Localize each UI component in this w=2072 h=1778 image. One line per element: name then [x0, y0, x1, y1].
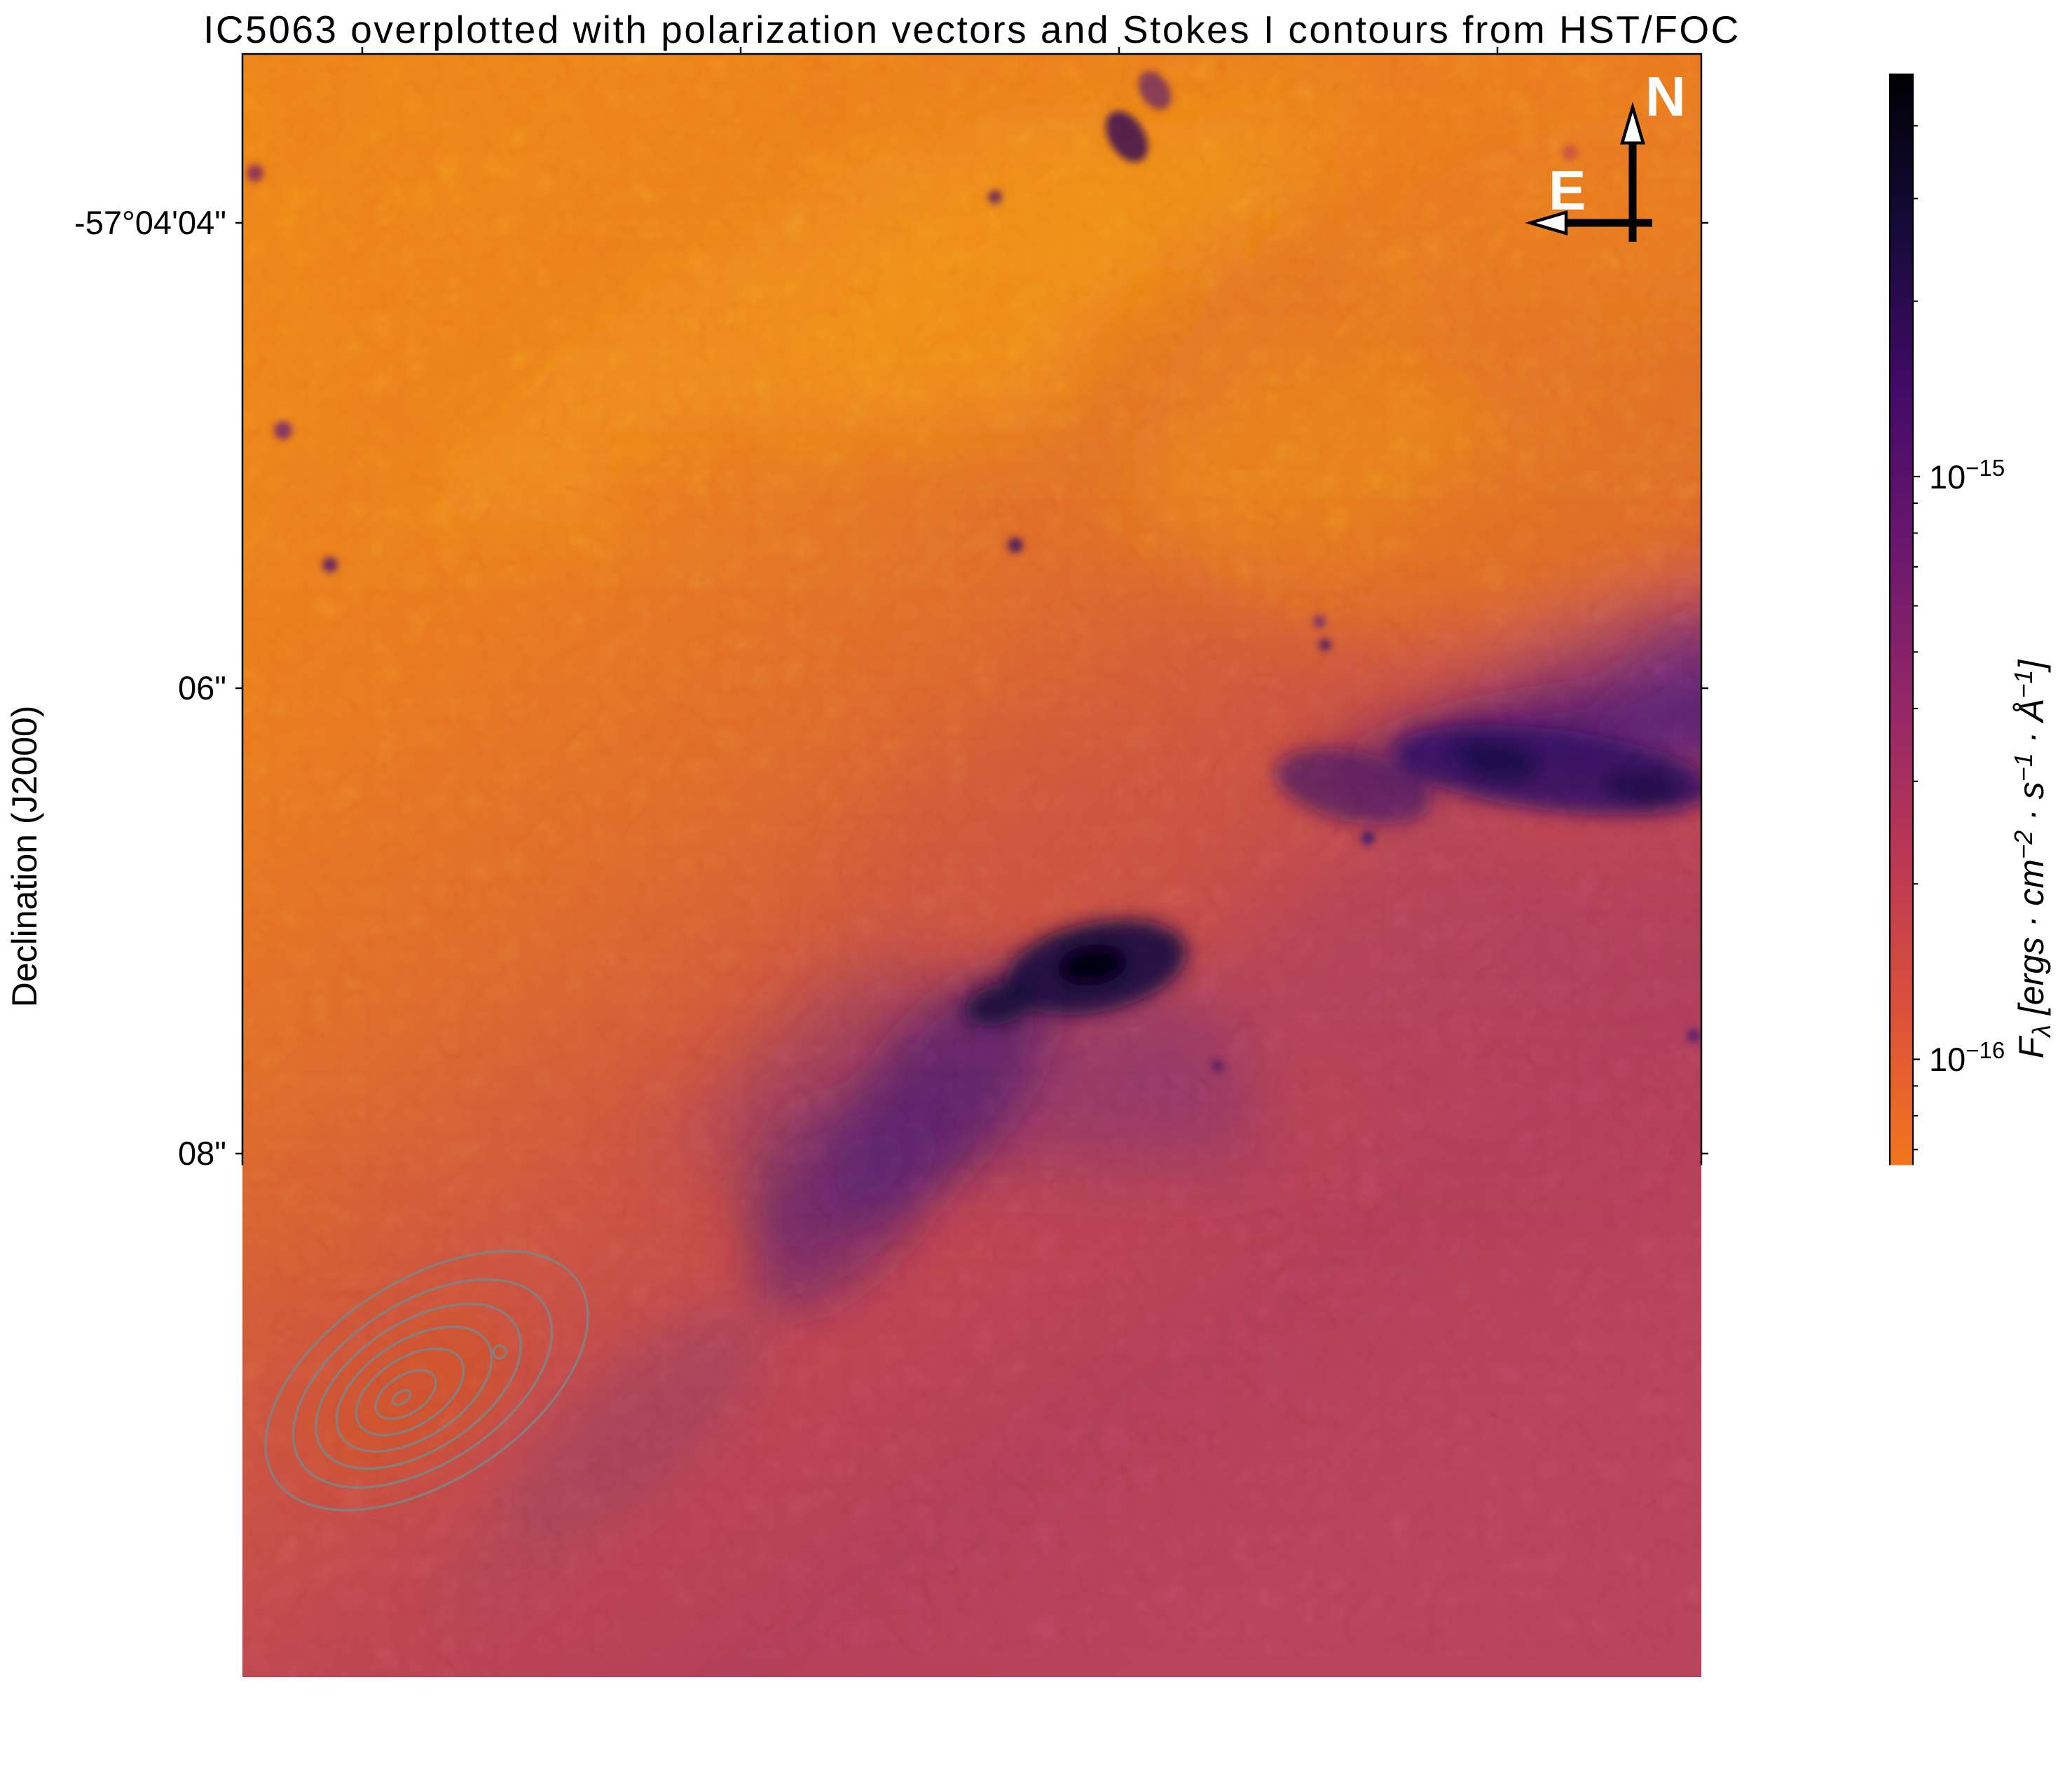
svg-text:08": 08": [178, 1135, 226, 1172]
svg-text:Declination (J2000): Declination (J2000): [5, 706, 44, 1008]
svg-text:06": 06": [178, 669, 226, 706]
svg-text:Right Ascension (J2000): Right Ascension (J2000): [782, 1730, 1162, 1769]
svg-text:10": 10": [178, 1600, 226, 1637]
svg-text:N: N: [1645, 65, 1686, 128]
svg-text:IC5063 overplotted with polari: IC5063 overplotted with polarization vec…: [203, 8, 1741, 51]
svg-text:-57°04'04": -57°04'04": [74, 204, 226, 241]
svg-text:1 arcsec: 1 arcsec: [327, 1616, 452, 1653]
svg-text:E: E: [1549, 159, 1586, 221]
